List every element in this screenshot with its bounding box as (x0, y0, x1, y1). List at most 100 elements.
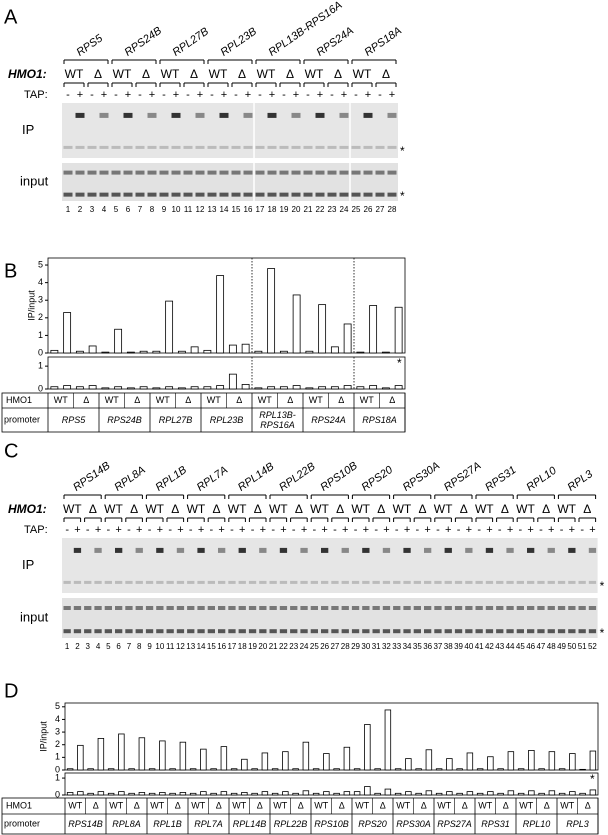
tap-sign: + (218, 524, 224, 536)
table-genotype: Δ (298, 800, 304, 810)
tap-sign: - (138, 89, 142, 101)
gel-band (63, 629, 71, 634)
gel-band (372, 606, 380, 610)
table-genotype: WT (396, 800, 410, 810)
table-genotype: WT (360, 395, 374, 405)
bar (254, 387, 263, 390)
bar (369, 385, 378, 390)
gel-band (218, 606, 226, 610)
gel-band (166, 580, 174, 584)
gel-band (403, 547, 411, 553)
table-row-label: HMO1 (6, 395, 32, 405)
table-cell: RPL27B (159, 415, 193, 425)
gel-band (183, 145, 193, 149)
bar (517, 768, 525, 771)
lane-number: 34 (403, 642, 412, 651)
gel-band (444, 580, 452, 584)
lane-number: 26 (320, 642, 329, 651)
tap-label: TAP: (24, 524, 48, 536)
gel-band (372, 580, 380, 584)
bar (579, 768, 586, 771)
gel-band (156, 629, 164, 634)
gel-band (269, 629, 277, 634)
bar (128, 792, 135, 796)
promoter-name: RPS10B (314, 819, 349, 829)
table-genotype: WT (437, 800, 451, 810)
lane-number: 5 (114, 205, 119, 214)
gel-band (63, 606, 71, 610)
gel-band (183, 170, 193, 175)
bar (230, 792, 238, 796)
genotype-label: WT (557, 502, 576, 516)
gel-band (315, 112, 325, 118)
gel-band (382, 580, 391, 584)
gene-label: RPL3 (566, 468, 596, 494)
gel-band (387, 145, 397, 149)
gel-band (382, 629, 391, 634)
gel-band (259, 580, 267, 584)
bar (374, 792, 381, 796)
tap-sign: - (189, 524, 193, 536)
panel-label: C (4, 440, 18, 462)
gel-band (341, 629, 349, 634)
gel-band (207, 145, 217, 149)
bar (497, 792, 504, 796)
tap-sign: + (269, 89, 275, 101)
gel-band (393, 606, 401, 610)
gel-band (475, 580, 483, 584)
gel-band (197, 629, 205, 634)
gel-band (94, 580, 102, 584)
gel-band (387, 112, 397, 118)
tap-sign: - (436, 524, 440, 536)
gel-band (290, 580, 298, 584)
bar (190, 346, 199, 354)
annotation: * (397, 356, 402, 370)
gel-band (259, 547, 267, 553)
table-genotype: WT (207, 395, 221, 405)
tap-sign: + (486, 524, 492, 536)
bar (538, 792, 545, 796)
gel-band (424, 629, 432, 634)
gel-band (231, 170, 241, 175)
gel-band (588, 606, 597, 610)
gene-label: RPS5 (75, 32, 106, 59)
lane-number: 14 (197, 642, 206, 651)
genotype-label: Δ (295, 502, 303, 516)
gene-label: RPL22B (277, 461, 317, 494)
tap-sign: + (280, 524, 286, 536)
lane-number: 37 (433, 642, 442, 651)
gel-band (84, 629, 92, 634)
bar (394, 385, 403, 390)
lane-number: 5 (106, 642, 111, 651)
tap-sign: + (365, 89, 371, 101)
gel-band (267, 170, 277, 175)
bar (405, 758, 412, 771)
table-cell: RPS24B (107, 415, 142, 425)
genotype-label: Δ (334, 67, 342, 81)
bar (384, 709, 392, 771)
bar (271, 792, 279, 796)
bar (267, 386, 276, 390)
bar (292, 385, 301, 390)
tap-sign: - (354, 524, 358, 536)
bar (159, 792, 166, 796)
lane-number: 17 (256, 205, 265, 214)
gel-band (219, 145, 229, 149)
gel-band (363, 170, 373, 175)
tap-sign: - (292, 524, 296, 536)
tap-sign: + (466, 524, 472, 536)
bar (282, 791, 289, 796)
bar (364, 786, 371, 796)
bar (75, 386, 84, 390)
gel-band (147, 145, 157, 149)
asterisk: * (400, 144, 405, 158)
genotype-label: Δ (542, 502, 550, 516)
bar (343, 385, 352, 390)
bar (312, 768, 320, 771)
lane-number: 12 (196, 205, 205, 214)
genotype-label: WT (104, 502, 123, 516)
gel-band (243, 112, 253, 118)
gel-band (195, 192, 205, 197)
gel-band (362, 606, 370, 610)
tap-sign: - (498, 524, 502, 536)
